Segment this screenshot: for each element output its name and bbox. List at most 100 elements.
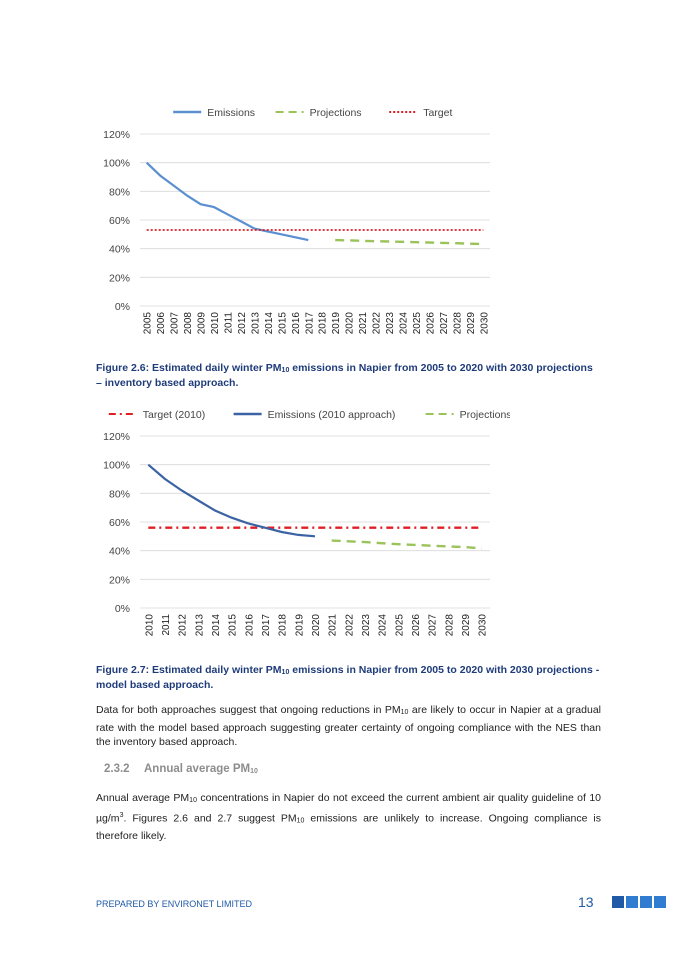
section-title-subscript: 10 xyxy=(250,768,258,775)
footer-square xyxy=(640,896,652,908)
x-tick-label: 2006 xyxy=(156,312,167,335)
x-tick-label: 2012 xyxy=(237,312,248,335)
x-tick-label: 2008 xyxy=(183,312,194,335)
x-tick-label: 2010 xyxy=(210,312,221,335)
paragraph-text: . Figures 2.6 and 2.7 suggest PM xyxy=(123,812,297,824)
y-tick-label: 20% xyxy=(109,272,130,284)
y-tick-label: 100% xyxy=(103,460,130,472)
x-tick-label: 2021 xyxy=(358,312,369,335)
emissions-chart-model: 0% 20% 40% 60% 80% 100% 120% 2010 2011 2012 2013 20… xyxy=(103,409,510,637)
x-tick-label: 2024 xyxy=(399,312,410,335)
x-tick-label: 2029 xyxy=(461,614,472,637)
x-tick-label: 2016 xyxy=(244,614,255,637)
footer-square xyxy=(612,896,624,908)
x-tick-label: 2026 xyxy=(411,614,422,637)
x-tick-label: 2024 xyxy=(378,614,389,637)
footer-square xyxy=(626,896,638,908)
x-tick-label: 2020 xyxy=(311,614,322,637)
y-tick-label: 40% xyxy=(109,546,130,558)
paragraph-subscript: 10 xyxy=(400,709,409,716)
x-tick-label: 2018 xyxy=(318,312,329,335)
caption-subscript: 10 xyxy=(281,669,290,676)
legend: Target (2010) Emissions (2010 approach) Pr… xyxy=(108,409,510,421)
y-tick-label: 100% xyxy=(103,158,130,170)
x-tick-label: 2014 xyxy=(211,614,222,637)
y-tick-label: 80% xyxy=(109,186,130,198)
emissions-chart-inventory: 0%20%40%60%80%100%120%2005 2006 2007 2008 20… xyxy=(103,107,490,335)
y-tick-label: 0% xyxy=(115,603,130,615)
y-tick-label: 120% xyxy=(103,129,130,141)
y-tick-label: 40% xyxy=(109,244,130,256)
paragraph-text: Data for both approaches suggest that on… xyxy=(96,704,401,716)
paragraph-superscript: 3 xyxy=(119,811,124,819)
x-tick-label: 2015 xyxy=(228,614,239,637)
y-tick-label: 80% xyxy=(109,488,130,500)
legend-label: Projections xyxy=(310,107,362,119)
legend-label: Emissions (2010 approach) xyxy=(268,409,396,421)
x-tick-label: 2010 xyxy=(144,614,155,637)
paragraph-approaches: Data for both approaches suggest that on… xyxy=(96,703,601,750)
x-tick-label: 2019 xyxy=(331,312,342,335)
caption-text: emissions in Napier from 2005 to 2020 wi… xyxy=(96,362,593,389)
x-tick-label: 2013 xyxy=(250,312,261,335)
x-tick-label: 2030 xyxy=(478,614,489,637)
x-tick-label: 2030 xyxy=(479,312,490,335)
section-title: Annual average PM xyxy=(144,763,251,775)
series-line xyxy=(331,539,482,550)
series-line xyxy=(147,463,316,538)
y-tick-label: 60% xyxy=(109,517,130,529)
x-tick-label: 2028 xyxy=(444,614,455,637)
x-tick-label: 2005 xyxy=(143,312,154,335)
x-tick-label: 2022 xyxy=(344,614,355,637)
legend: Emissions Projections Target xyxy=(173,107,452,119)
paragraph-annual-average: Annual average PM10 concentrations in Na… xyxy=(96,791,601,843)
caption-subscript: 10 xyxy=(281,367,290,374)
y-tick-label: 60% xyxy=(109,215,130,227)
x-tick-label: 2017 xyxy=(261,614,272,637)
x-tick-label: 2017 xyxy=(304,312,315,335)
x-tick-label: 2018 xyxy=(278,614,289,637)
x-tick-label: 2021 xyxy=(328,614,339,637)
paragraph-text: are likely to occur in Napier at a gradu… xyxy=(96,704,601,748)
x-tick-label: 2029 xyxy=(466,312,477,335)
x-tick-label: 2025 xyxy=(394,614,405,637)
y-tick-label: 0% xyxy=(115,301,130,313)
x-tick-label: 2026 xyxy=(425,312,436,335)
x-tick-label: 2027 xyxy=(428,614,439,637)
paragraph-text: Annual average PM xyxy=(96,792,190,804)
x-tick-label: 2019 xyxy=(294,614,305,637)
x-tick-label: 2016 xyxy=(291,312,302,335)
x-tick-label: 2013 xyxy=(194,614,205,637)
paragraph-subscript: 10 xyxy=(296,817,305,824)
x-tick-label: 2027 xyxy=(439,312,450,335)
caption-text: emissions in Napier from 2005 to 2020 wi… xyxy=(96,664,600,691)
section-heading: 2.3.2 Annual average PM10 xyxy=(104,763,258,775)
x-tick-label: 2007 xyxy=(170,312,181,335)
x-tick-label: 2020 xyxy=(345,312,356,335)
section-number: 2.3.2 xyxy=(104,763,130,775)
caption-text: Figure 2.6: Estimated daily winter PM xyxy=(96,362,282,374)
figure-2-7-caption: Figure 2.7: Estimated daily winter PM10 … xyxy=(96,664,601,692)
x-tick-label: 2028 xyxy=(452,312,463,335)
legend-label: Emissions xyxy=(207,107,255,119)
paragraph-text: emissions are unlikely to increase. Ongo… xyxy=(96,812,601,842)
x-tick-label: 2011 xyxy=(224,312,235,334)
x-tick-label: 2012 xyxy=(178,614,189,637)
x-tick-label: 2015 xyxy=(277,312,288,335)
series-line xyxy=(145,161,309,242)
page-number: 13 xyxy=(578,894,594,910)
caption-text: Figure 2.7: Estimated daily winter PM xyxy=(96,664,282,676)
footer-square xyxy=(654,896,666,908)
x-tick-label: 2009 xyxy=(197,312,208,335)
figure-2-6-caption: Figure 2.6: Estimated daily winter PM10 … xyxy=(96,362,601,390)
paragraph-subscript: 10 xyxy=(189,797,197,804)
series-line xyxy=(335,238,484,246)
x-tick-label: 2014 xyxy=(264,312,275,335)
legend-label: Target xyxy=(423,107,452,119)
x-tick-label: 2023 xyxy=(385,312,396,335)
x-tick-label: 2023 xyxy=(361,614,372,637)
y-tick-label: 120% xyxy=(103,431,130,443)
legend-label: Projections xyxy=(460,409,510,421)
footer-prepared-by: PREPARED BY ENVIRONET LIMITED xyxy=(96,899,253,909)
x-tick-label: 2011 xyxy=(161,614,172,636)
